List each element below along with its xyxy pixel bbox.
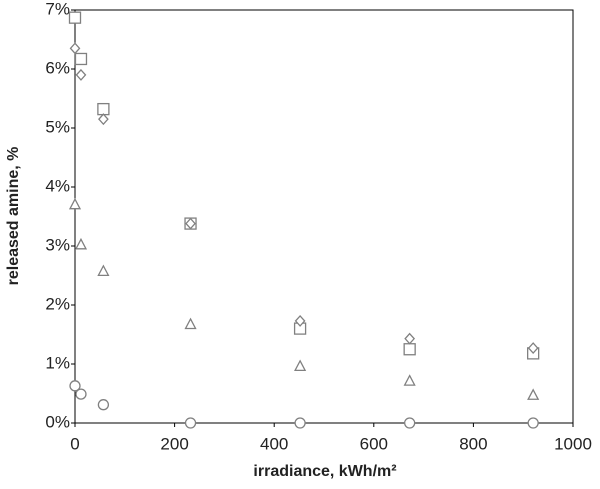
- point: [68, 197, 82, 210]
- x-axis-title: irradiance, kWh/m²: [253, 463, 396, 480]
- point: [404, 417, 416, 429]
- point: [184, 417, 197, 429]
- point: [294, 359, 307, 372]
- x-tick-label: 800: [459, 434, 487, 453]
- point: [404, 332, 416, 345]
- y-axis-title: released amine, %: [5, 147, 22, 286]
- point: [97, 102, 110, 116]
- x-tick-label: 600: [360, 434, 388, 453]
- point: [527, 342, 539, 355]
- point: [403, 343, 416, 356]
- y-tick-label: 4%: [45, 176, 70, 195]
- point: [527, 417, 539, 429]
- point: [74, 52, 88, 66]
- plot-frame: [74, 9, 574, 424]
- point: [403, 374, 416, 386]
- point: [75, 388, 87, 400]
- point: [74, 237, 88, 250]
- point: [97, 399, 110, 411]
- y-tick-label: 1%: [45, 353, 70, 372]
- point: [184, 317, 197, 330]
- x-tick-label: 0: [70, 434, 79, 453]
- x-tick-label: 1000: [554, 434, 592, 453]
- point: [294, 417, 306, 429]
- y-tick-label: 0%: [45, 412, 70, 431]
- y-tick-label: 6%: [45, 58, 70, 77]
- point: [97, 264, 110, 277]
- y-tick-label: 3%: [45, 235, 70, 254]
- point: [98, 113, 109, 126]
- point: [294, 314, 306, 327]
- point: [185, 217, 196, 230]
- point: [68, 11, 82, 24]
- point: [75, 68, 87, 81]
- point: [69, 380, 81, 392]
- y-tick-label: 2%: [45, 294, 70, 313]
- y-tick-label: 7%: [45, 0, 70, 18]
- point: [69, 42, 81, 55]
- point: [527, 388, 540, 400]
- x-tick-label: 200: [160, 434, 188, 453]
- x-tick-label: 400: [260, 434, 288, 453]
- y-tick-label: 5%: [45, 117, 70, 136]
